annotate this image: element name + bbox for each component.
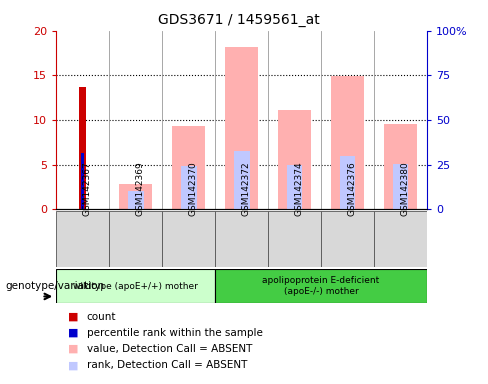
Text: percentile rank within the sample: percentile rank within the sample [87, 328, 263, 338]
Text: ■: ■ [68, 344, 79, 354]
FancyBboxPatch shape [215, 211, 268, 267]
Bar [340, 156, 355, 209]
FancyBboxPatch shape [215, 269, 427, 303]
Bar [286, 165, 303, 209]
Text: GSM142374: GSM142374 [295, 161, 304, 216]
Bar [81, 153, 84, 209]
Text: rank, Detection Call = ABSENT: rank, Detection Call = ABSENT [87, 360, 247, 370]
FancyBboxPatch shape [268, 211, 321, 267]
Text: GSM142367: GSM142367 [82, 161, 92, 216]
Bar [181, 166, 197, 209]
FancyBboxPatch shape [56, 211, 109, 267]
Text: count: count [87, 312, 116, 322]
Bar [392, 164, 408, 209]
Text: GSM142369: GSM142369 [136, 161, 144, 216]
FancyBboxPatch shape [56, 269, 215, 303]
FancyBboxPatch shape [162, 211, 215, 267]
Text: GSM142370: GSM142370 [188, 161, 198, 216]
Text: wildtype (apoE+/+) mother: wildtype (apoE+/+) mother [73, 281, 198, 291]
Bar [234, 151, 249, 209]
Bar [128, 192, 143, 209]
Bar [119, 184, 152, 209]
FancyBboxPatch shape [321, 211, 374, 267]
FancyBboxPatch shape [374, 211, 427, 267]
Text: apolipoprotein E-deficient
(apoE-/-) mother: apolipoprotein E-deficient (apoE-/-) mot… [263, 276, 380, 296]
Text: GDS3671 / 1459561_at: GDS3671 / 1459561_at [158, 13, 320, 27]
Bar [278, 110, 311, 209]
Text: GSM142372: GSM142372 [242, 161, 250, 216]
Bar [331, 76, 364, 209]
Text: value, Detection Call = ABSENT: value, Detection Call = ABSENT [87, 344, 252, 354]
Text: ■: ■ [68, 328, 79, 338]
FancyBboxPatch shape [109, 211, 162, 267]
Text: genotype/variation: genotype/variation [5, 281, 104, 291]
Bar [384, 124, 417, 209]
Text: ■: ■ [68, 312, 79, 322]
Text: GSM142376: GSM142376 [347, 161, 357, 216]
Bar [225, 47, 258, 209]
Bar [79, 87, 86, 209]
Bar [172, 126, 205, 209]
Text: ■: ■ [68, 360, 79, 370]
Text: GSM142380: GSM142380 [401, 161, 409, 216]
